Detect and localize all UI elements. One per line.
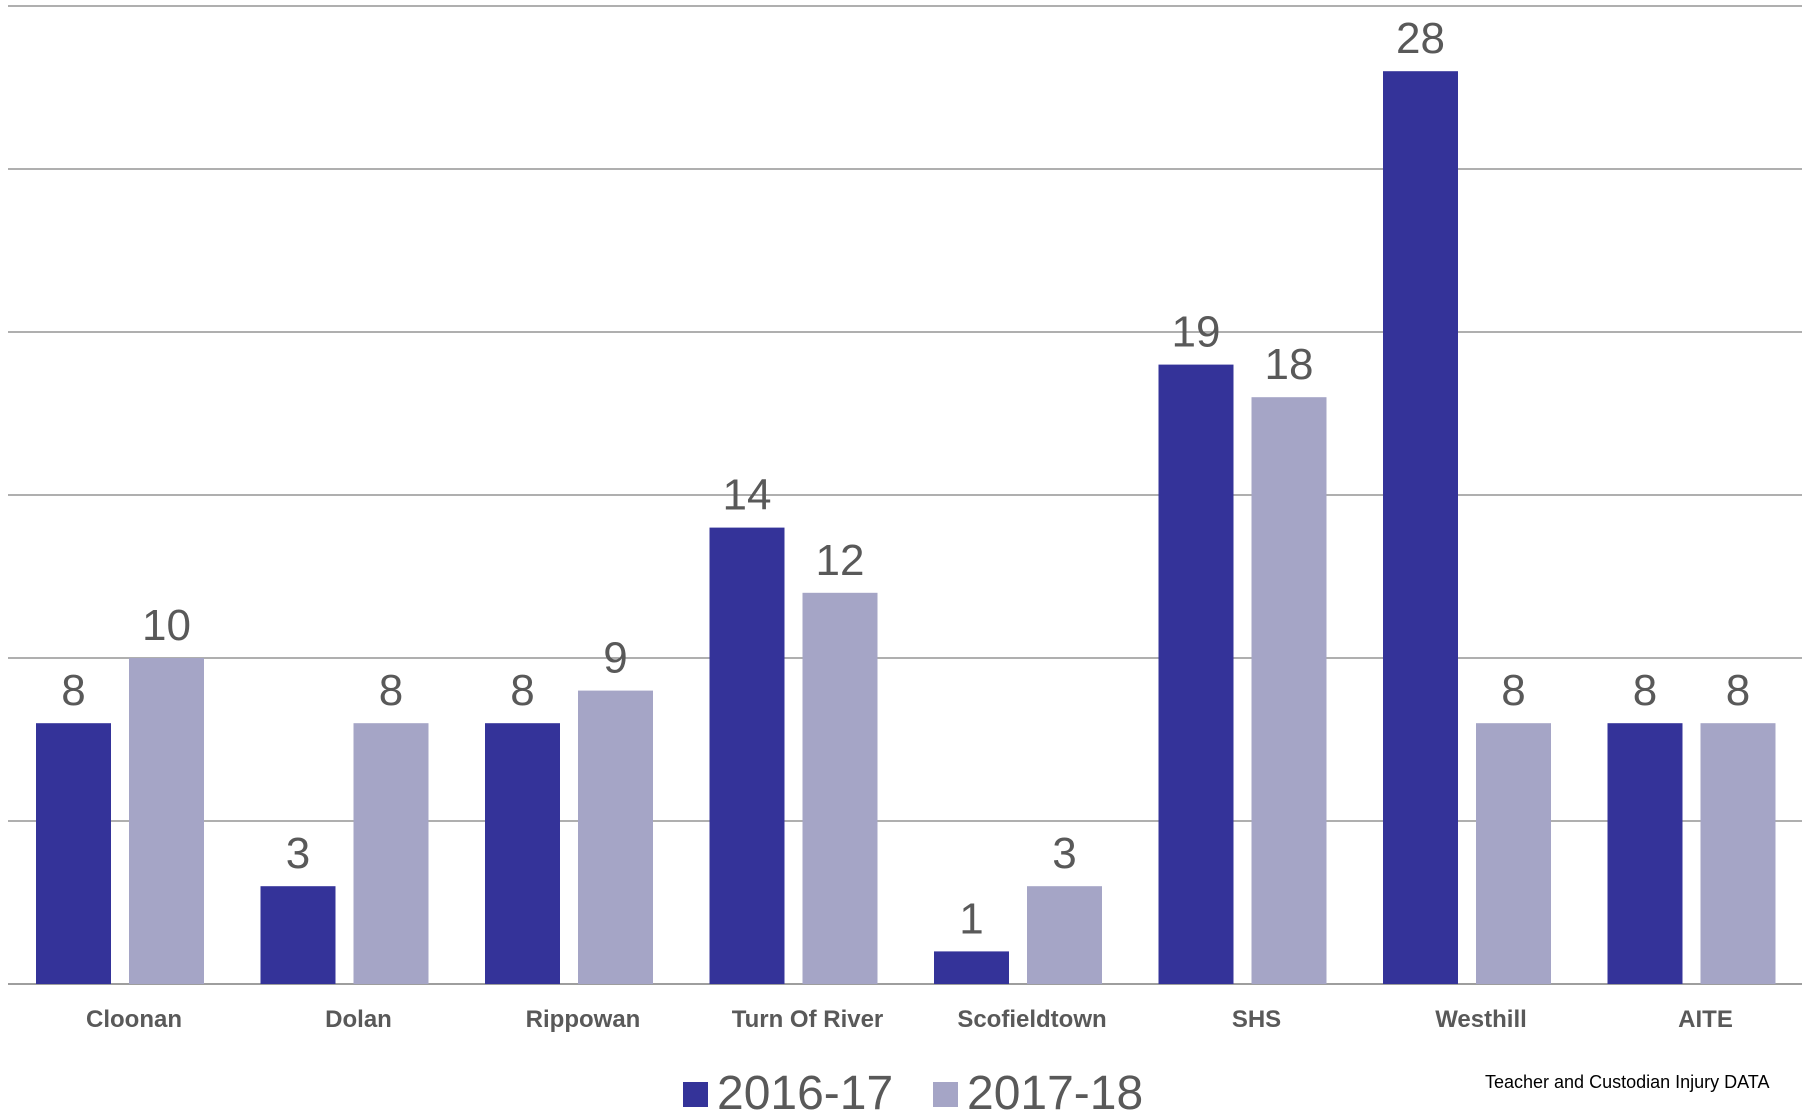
bar-scofieldtown-2017-18: [1027, 886, 1102, 984]
data-label-westhill-2016-17: 28: [1396, 14, 1445, 63]
data-label-cloonan-2016-17: 8: [61, 666, 85, 715]
bar-rippowan-2017-18: [578, 690, 653, 984]
category-labels: Cloonan Dolan Rippowan Turn Of River Scofiel…: [86, 1006, 1733, 1033]
data-label-rippowan-2016-17: 8: [510, 666, 534, 715]
category-label-rippowan: Rippowan: [526, 1006, 641, 1033]
data-label-shs-2017-18: 18: [1265, 340, 1314, 389]
bars: [36, 71, 1776, 985]
data-label-cloonan-2017-18: 10: [142, 601, 191, 650]
bar-westhill-2016-17: [1383, 71, 1458, 984]
data-label-scofieldtown-2017-18: 3: [1052, 829, 1076, 878]
data-label-rippowan-2017-18: 9: [603, 634, 627, 683]
bar-aite-2016-17: [1607, 723, 1683, 984]
data-label-dolan-2017-18: 8: [379, 666, 403, 715]
data-label-aite-2016-17: 8: [1633, 666, 1657, 715]
legend-label-2017-18: 2017-18: [967, 1067, 1143, 1111]
bar-cloonan-2017-18: [129, 658, 204, 984]
bar-dolan-2017-18: [353, 723, 429, 984]
category-label-dolan: Dolan: [325, 1006, 392, 1033]
legend-swatch-2016-17: [683, 1082, 708, 1107]
bar-turn-of-river-2017-18: [802, 592, 878, 984]
bar-shs-2016-17: [1158, 364, 1234, 985]
legend-swatch-2017-18: [933, 1082, 958, 1107]
category-label-cloonan: Cloonan: [86, 1006, 182, 1033]
bar-dolan-2016-17: [260, 886, 336, 984]
category-label-shs: SHS: [1232, 1006, 1281, 1033]
bar-turn-of-river-2016-17: [709, 527, 785, 984]
data-label-westhill-2017-18: 8: [1501, 666, 1525, 715]
legend-label-2016-17: 2016-17: [717, 1067, 893, 1111]
data-label-turn-of-river-2017-18: 12: [816, 536, 865, 585]
data-label-turn-of-river-2016-17: 14: [723, 471, 772, 520]
data-label-dolan-2016-17: 3: [286, 829, 310, 878]
legend: 2016-17 2017-18: [683, 1067, 1143, 1111]
category-label-westhill: Westhill: [1435, 1006, 1527, 1033]
category-label-scofieldtown: Scofieldtown: [957, 1006, 1106, 1033]
category-label-aite: AITE: [1678, 1006, 1733, 1033]
bar-rippowan-2016-17: [485, 723, 560, 984]
bar-cloonan-2016-17: [36, 723, 111, 984]
bar-scofieldtown-2016-17: [934, 951, 1009, 984]
bar-westhill-2017-18: [1476, 723, 1551, 984]
data-label-scofieldtown-2016-17: 1: [959, 894, 983, 943]
category-label-turn-of-river: Turn Of River: [732, 1006, 884, 1033]
bar-aite-2017-18: [1700, 723, 1776, 984]
data-label-shs-2016-17: 19: [1172, 308, 1221, 357]
value-labels: 8 10 3 8 8 9 14 12 1 3 19 18 28 8 8 8: [61, 14, 1750, 943]
footnote-text: Teacher and Custodian Injury DATA: [1485, 1072, 1769, 1092]
bar-shs-2017-18: [1251, 397, 1327, 984]
data-label-aite-2017-18: 8: [1726, 666, 1750, 715]
